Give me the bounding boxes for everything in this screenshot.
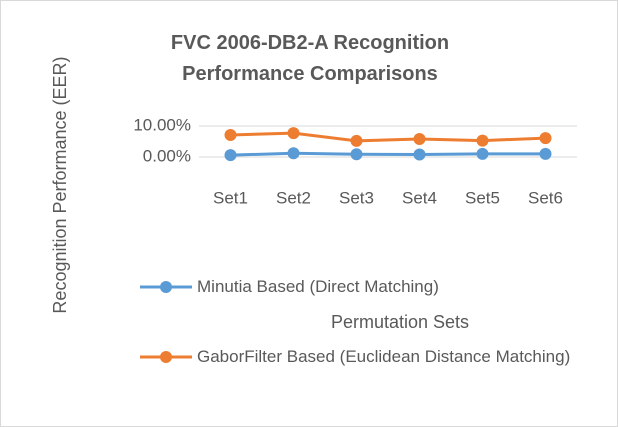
data-point [287,127,300,140]
data-point [350,148,363,161]
data-point [224,149,237,162]
data-point [476,147,489,160]
series-line [230,131,546,143]
legend-marker [160,281,172,293]
x-axis-label: Permutation Sets [330,312,470,332]
x-tick-label: Set4 [402,188,437,207]
data-point [539,132,552,145]
data-point [224,128,237,141]
legend-marker [160,351,172,363]
legend-label: GaborFilter Based (Euclidean Distance Ma… [197,347,571,366]
data-point [413,148,426,161]
y-tick-label: 10.00% [133,115,191,134]
x-tick-label: Set2 [276,188,311,207]
chart-title: FVC 2006-DB2-A Recognition Performance C… [170,32,450,85]
data-point [350,134,363,147]
legend-label: Minutia Based (Direct Matching) [197,277,439,296]
x-tick-label: Set5 [465,188,500,207]
series-line [230,151,546,157]
data-point [287,147,300,160]
y-tick-label: 0.00% [143,146,191,165]
x-tick-label: Set6 [528,188,563,207]
data-point [476,134,489,147]
x-tick-label: Set3 [339,188,374,207]
y-axis-label: Recognition Performance (EER) [50,56,70,314]
data-point [413,133,426,146]
data-point [539,147,552,160]
x-tick-label: Set1 [213,188,248,207]
